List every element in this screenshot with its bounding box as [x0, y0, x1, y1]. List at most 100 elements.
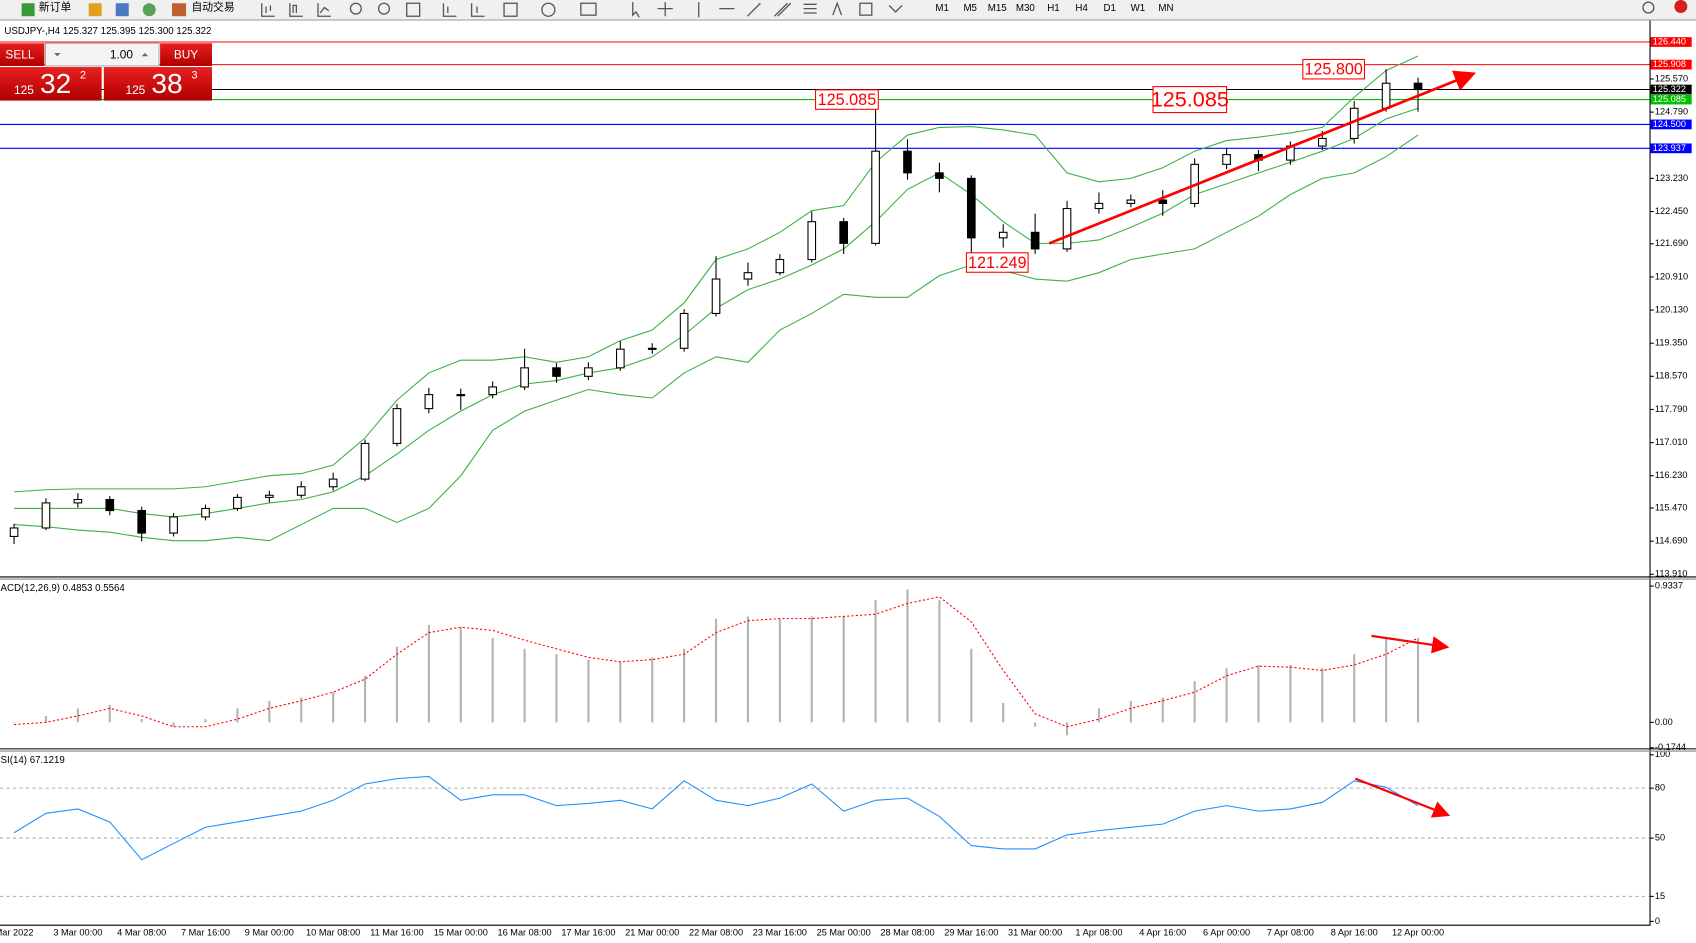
toolbar-icon[interactable] [142, 3, 156, 17]
macd-bar [108, 705, 111, 723]
timeframe-button[interactable]: M5 [963, 3, 977, 14]
x-tick-label: 15 Mar 00:00 [434, 928, 488, 938]
ask-mid: 38 [151, 68, 182, 99]
macd-bar [1193, 681, 1196, 723]
x-tick-label: 4 Mar 08:00 [117, 928, 166, 938]
candle-body [1062, 207, 1072, 250]
macd-bar [1289, 665, 1292, 723]
tile-tool[interactable] [406, 2, 421, 17]
toolbar-icon[interactable] [115, 3, 129, 17]
buy-label: BUY [174, 47, 198, 61]
new-order-button[interactable]: 新订单 [39, 0, 72, 13]
zoom-in[interactable] [349, 2, 362, 15]
candle-body [1158, 199, 1168, 204]
candle-body [456, 394, 466, 397]
lots-box[interactable] [44, 42, 160, 67]
candle-body [73, 498, 83, 504]
candle-body [360, 442, 370, 480]
search[interactable] [1642, 1, 1655, 14]
candle-body [424, 394, 434, 410]
candle-body [775, 258, 785, 274]
candle-body [105, 498, 115, 512]
bid-box[interactable] [0, 67, 102, 101]
level-label-bg [1650, 84, 1692, 95]
macd-bar [842, 616, 845, 723]
arrow-tool[interactable] [888, 4, 903, 13]
y-tick-label: 114.690 [1655, 536, 1688, 546]
auto-trading-button[interactable]: 自动交易 [191, 0, 234, 13]
x-tick-label: 3 Mar 00:00 [53, 928, 102, 938]
macd-bar [300, 697, 303, 723]
level-label-bg [1650, 143, 1692, 154]
timeframe-button[interactable]: H4 [1075, 3, 1088, 14]
text-tool[interactable] [832, 1, 843, 16]
line-tool[interactable] [317, 3, 331, 17]
bid-small: 2 [80, 70, 86, 82]
notification-badge[interactable] [1674, 0, 1688, 13]
crosshair-tool[interactable] [657, 2, 673, 17]
x-tick-label: 12 Apr 00:00 [1392, 928, 1444, 938]
macd-bar [970, 648, 973, 723]
sell-button[interactable] [0, 43, 45, 66]
channel-tool[interactable] [773, 2, 792, 17]
x-tick-label: 10 Mar 08:00 [306, 928, 360, 938]
new-order-icon[interactable] [21, 3, 35, 17]
fibo-tool[interactable] [803, 3, 817, 14]
macd-bar [1225, 668, 1228, 723]
x-tick-label: 28 Mar 08:00 [880, 928, 934, 938]
toolbar-bg [0, 0, 1696, 20]
x-tick-label: Mar 2022 [0, 928, 33, 938]
candle-body [41, 502, 51, 529]
indicator-tool[interactable] [503, 2, 518, 17]
x-tick-label: 25 Mar 00:00 [817, 928, 871, 938]
scroll-tool[interactable] [442, 3, 457, 17]
timeframe-button[interactable]: D1 [1104, 3, 1116, 14]
x-tick-label: 6 Apr 00:00 [1203, 928, 1250, 938]
x-tick-label: 1 Apr 08:00 [1075, 928, 1122, 938]
candle-body [201, 507, 210, 518]
macd-bar [1129, 700, 1132, 723]
candle-body [1317, 137, 1327, 147]
x-tick-label: 4 Apr 16:00 [1139, 928, 1186, 938]
macd-bar [427, 625, 430, 723]
candle-body [1030, 231, 1040, 250]
level-label: 125.085 [1653, 94, 1686, 104]
timeframe-button[interactable]: H1 [1047, 3, 1059, 14]
candle-tool[interactable] [289, 3, 303, 17]
level-label-bg [1650, 59, 1692, 70]
y-tick-label: 0.9337 [1655, 581, 1683, 591]
timeframe-button[interactable]: W1 [1131, 3, 1146, 14]
timeframe-button[interactable]: M15 [988, 3, 1007, 14]
auto-trading-icon[interactable] [171, 3, 187, 17]
toolbar-icon[interactable] [88, 3, 102, 17]
cursor-tool[interactable] [632, 2, 640, 18]
period-tool[interactable] [541, 2, 556, 17]
y-tick-label: 124.790 [1655, 107, 1688, 117]
label-tool[interactable] [859, 2, 873, 16]
level-label: 123.937 [1653, 143, 1686, 153]
timeframe-button[interactable]: M30 [1016, 3, 1036, 14]
macd-bar [1416, 638, 1420, 723]
template-tool[interactable] [580, 2, 597, 16]
macd-bar [76, 708, 79, 723]
trendline-tool[interactable] [746, 2, 761, 17]
candle-body [711, 278, 721, 314]
shift-tool[interactable] [470, 3, 485, 17]
x-tick-label: 21 Mar 00:00 [625, 928, 679, 938]
timeframe-button[interactable]: MN [1158, 3, 1173, 14]
x-tick-label: 7 Apr 08:00 [1267, 928, 1314, 938]
ask-box[interactable] [103, 67, 212, 101]
timeframe-button[interactable]: M1 [935, 3, 949, 14]
x-tick-label: 29 Mar 16:00 [944, 928, 998, 938]
y-tick-label: 123.230 [1655, 173, 1688, 183]
annotation: 125.085 [818, 91, 877, 109]
annotation: 121.249 [968, 254, 1027, 272]
candle-body [9, 527, 19, 538]
zoom-out[interactable] [377, 2, 391, 15]
macd-bar [714, 618, 718, 723]
bar-chart-tool[interactable] [261, 3, 275, 17]
buy-button[interactable] [160, 43, 212, 66]
annotation-box [1302, 58, 1366, 80]
macd-bar [1034, 722, 1037, 727]
level-label-bg [1650, 94, 1692, 105]
